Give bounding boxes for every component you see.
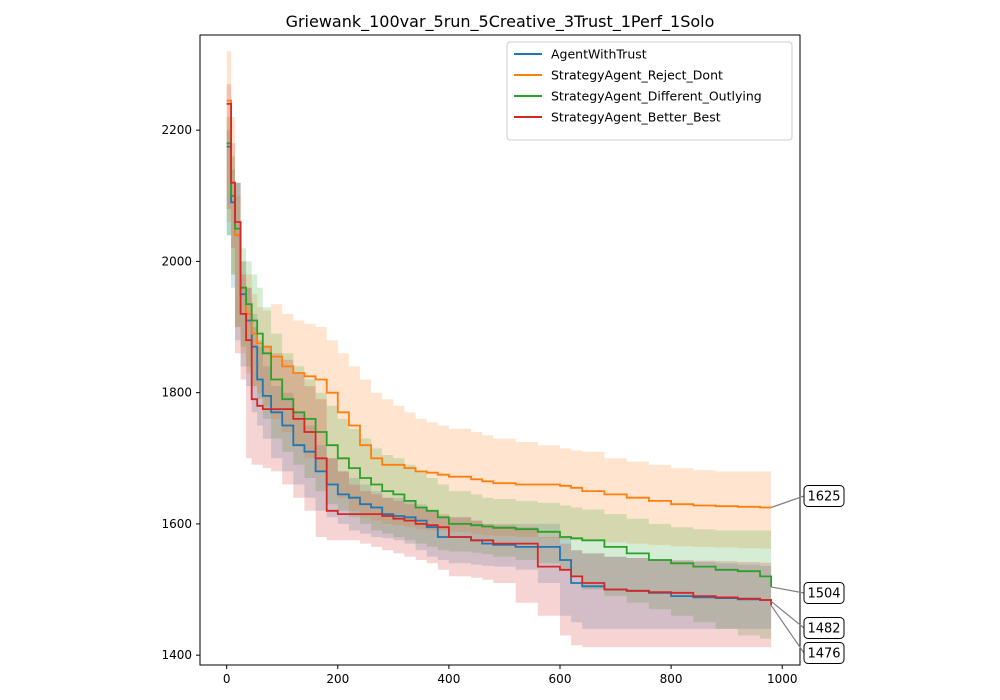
callout-connector (771, 586, 805, 594)
x-tick-label: 200 (326, 672, 349, 686)
callout-value: 1482 (807, 622, 840, 637)
y-tick-label: 1400 (161, 648, 192, 662)
x-tick-label: 800 (660, 672, 683, 686)
plot-frame (199, 34, 801, 666)
y-tick-label: 1800 (161, 386, 192, 400)
band-series-3 (226, 117, 772, 639)
callout-connector (770, 604, 805, 654)
series-lines (226, 99, 772, 606)
line-series-3 (226, 142, 772, 587)
band-series-2 (226, 51, 772, 549)
legend-box (506, 41, 793, 141)
y-tick-label: 2000 (161, 254, 192, 268)
y-axis: 1400 1600 1800 2000 2200 (161, 123, 200, 662)
x-tick-label: 400 (437, 672, 460, 686)
x-axis: 0 200 400 600 800 1000 (223, 665, 798, 686)
callout-value: 1504 (807, 587, 840, 602)
legend-label: StrategyAgent_Different_Outlying (551, 89, 762, 104)
confidence-bands (226, 51, 772, 648)
callout-box (803, 617, 845, 639)
callout-connector (770, 600, 805, 629)
legend-label: StrategyAgent_Better_Best (551, 110, 721, 125)
callout-value: 1625 (807, 490, 840, 505)
y-tick-label: 2200 (161, 123, 192, 137)
callout-box (803, 485, 845, 507)
callout-connector (770, 495, 805, 509)
x-tick-label: 0 (223, 672, 231, 686)
band-series-4 (226, 84, 772, 648)
x-tick-label: 1000 (767, 672, 798, 686)
line-series-4 (226, 103, 772, 606)
x-tick-label: 600 (549, 672, 572, 686)
callout-box (803, 642, 845, 664)
final-value-callouts: 1625 1504 1482 1476 (770, 485, 845, 664)
chart-title: Griewank_100var_5run_5Creative_3Trust_1P… (286, 12, 715, 32)
callout-value: 1476 (807, 647, 840, 662)
legend: AgentWithTrust StrategyAgent_Reject_Dont S… (506, 41, 793, 141)
legend-label: AgentWithTrust (551, 47, 647, 62)
y-tick-label: 1600 (161, 517, 192, 531)
legend-label: StrategyAgent_Reject_Dont (551, 68, 723, 83)
callout-box (803, 582, 845, 604)
